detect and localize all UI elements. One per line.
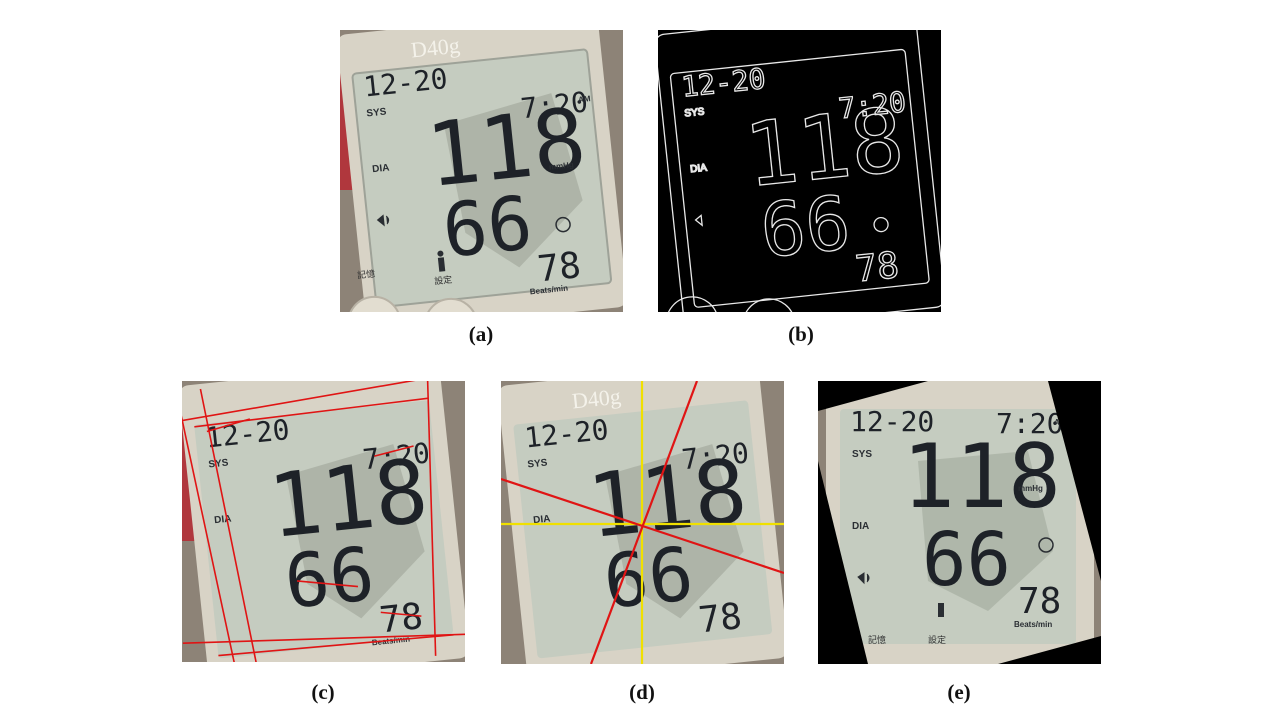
corrected-memory-label: 記憶 xyxy=(868,634,886,646)
memory-button xyxy=(347,295,402,312)
edge-sys-label: SYS xyxy=(684,106,705,119)
setting-button-label: 設定 xyxy=(434,274,453,288)
memory-button-label: 記憶 xyxy=(357,268,376,282)
edge-dia-label: DIA xyxy=(690,163,708,176)
edge-pulse: 78 xyxy=(854,245,901,290)
setting-button xyxy=(423,297,478,312)
caption-e: (e) xyxy=(947,680,971,704)
corrected-systolic: 118 xyxy=(902,425,1061,528)
corrected-unit: mmHg xyxy=(1018,484,1043,493)
edge-diastolic: 66 xyxy=(757,180,855,275)
lines-pulse: 78 xyxy=(378,596,425,641)
corrected-person-icon xyxy=(938,603,944,617)
pulse-reading: 78 xyxy=(536,245,583,290)
panel-a-original-photo: D40g 12-20 SYS 7:20 AM 118 DIA mmHg 66 7… xyxy=(340,30,623,312)
edge-time: 7:20 xyxy=(837,85,908,125)
sys-label: SYS xyxy=(366,106,387,119)
edge-systolic: 118 xyxy=(740,88,909,207)
unit-label: mmHg xyxy=(549,160,575,172)
panel-b-edge-map: 12-20 SYS 7:20 118 DIA 66 78 xyxy=(658,30,941,312)
lcd-time: 7:20 xyxy=(519,85,590,125)
panel-e-corrected: 12-20 SYS 7:20 AM 118 mmHg DIA 66 78 Bea… xyxy=(818,381,1101,664)
tilted-vertical-axis xyxy=(589,381,699,664)
speaker-icon xyxy=(376,214,390,227)
caption-d: (d) xyxy=(629,680,655,704)
axes-illustration: D40g 12-20 SYS 7:20 118 DIA 66 78 xyxy=(501,381,784,664)
dia-label: DIA xyxy=(372,162,390,175)
systolic-reading: 118 xyxy=(422,88,591,207)
caption-a: (a) xyxy=(468,322,494,346)
lines-time: 7:20 xyxy=(361,436,432,476)
alignment-axes xyxy=(501,381,784,664)
panel-c-line-detection: 12-20 SYS 7:20 118 DIA 66 78 Beats/min xyxy=(182,381,465,662)
lines-systolic: 118 xyxy=(264,439,433,558)
lines-diastolic: 66 xyxy=(281,531,379,626)
corrected-time: 7:20 xyxy=(996,407,1063,440)
caption-b: (b) xyxy=(788,322,814,346)
panel-d-rotation-axes: D40g 12-20 SYS 7:20 118 DIA 66 78 xyxy=(501,381,784,664)
corrected-pulse: 78 xyxy=(1018,581,1061,622)
caption-c: (c) xyxy=(311,680,335,704)
pulse-unit: Beats/min xyxy=(529,283,568,296)
corrected-date: 12-20 xyxy=(850,405,934,438)
corrected-speaker-icon xyxy=(857,572,870,585)
axes-model-name: D40g xyxy=(571,384,622,414)
axes-pulse: 78 xyxy=(697,596,744,641)
corrected-dia-label: DIA xyxy=(852,521,869,532)
axes-time: 7:20 xyxy=(680,436,751,476)
person-icon xyxy=(437,257,446,272)
corrected-smiley-icon xyxy=(1038,537,1054,553)
axes-diastolic: 66 xyxy=(600,531,698,626)
edge-illustration: 12-20 SYS 7:20 118 DIA 66 78 xyxy=(658,30,941,312)
diastolic-reading: 66 xyxy=(439,180,537,275)
corrected-pulse-unit: Beats/min xyxy=(1014,620,1052,629)
detected-lines xyxy=(182,381,465,662)
lcd-ampm: AM xyxy=(578,94,592,104)
smiley-icon xyxy=(555,216,571,233)
axes-sys-label: SYS xyxy=(527,457,548,470)
lines-sys-label: SYS xyxy=(208,457,229,470)
monitor-illustration: D40g 12-20 SYS 7:20 AM 118 DIA mmHg 66 7… xyxy=(340,30,623,312)
corrected-sys-label: SYS xyxy=(852,449,872,460)
lines-dia-label: DIA xyxy=(214,513,232,526)
model-name: D40g xyxy=(410,33,461,63)
corrected-diastolic: 66 xyxy=(922,517,1011,603)
line-detection-illustration: 12-20 SYS 7:20 118 DIA 66 78 Beats/min xyxy=(182,381,465,662)
corrected-setting-label: 設定 xyxy=(928,634,946,646)
corrected-illustration: 12-20 SYS 7:20 AM 118 mmHg DIA 66 78 Bea… xyxy=(818,381,1101,664)
